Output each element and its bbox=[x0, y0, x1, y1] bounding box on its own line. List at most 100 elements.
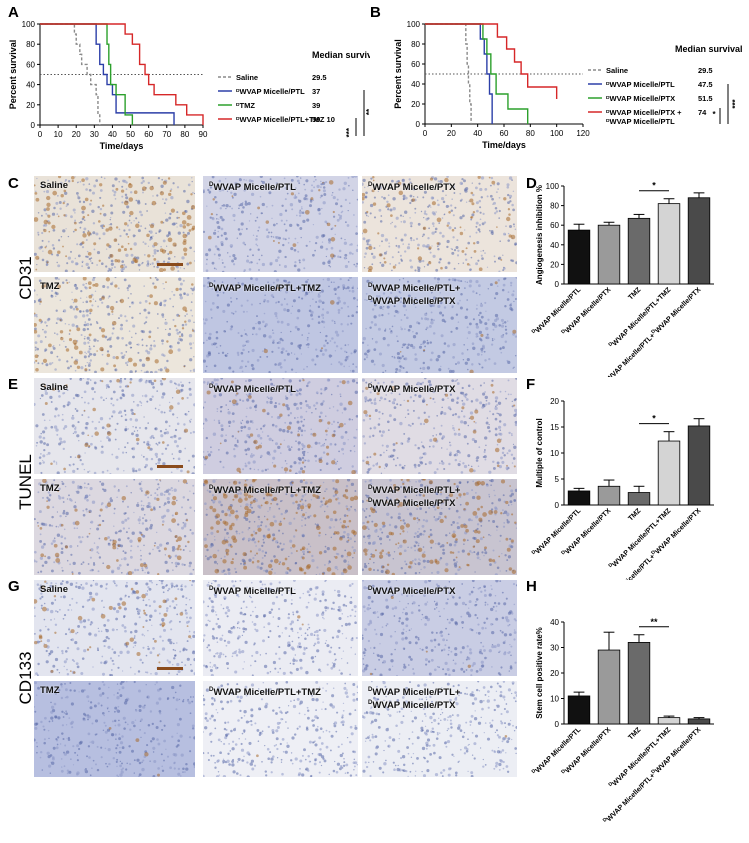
bar-5 bbox=[687, 718, 711, 725]
tissue-texture bbox=[34, 378, 195, 474]
bar-2 bbox=[597, 485, 621, 506]
survival-curve-tmz bbox=[40, 23, 134, 125]
category-label: DWVAP Micelle/PTL bbox=[530, 506, 582, 558]
micrograph-label: DWVAP Micelle/PTL+ DWVAP Micelle/PTX bbox=[368, 283, 461, 308]
x-tick-label: 80 bbox=[526, 129, 535, 138]
micrograph-c-1: Saline bbox=[34, 176, 195, 272]
tissue-texture bbox=[203, 681, 358, 777]
survival-curve-wvap-micelle-ptl bbox=[40, 23, 175, 125]
x-tick-label: 20 bbox=[447, 129, 456, 138]
y-tick-label: 60 bbox=[26, 60, 35, 69]
micrograph-g-6: DWVAP Micelle/PTL+ DWVAP Micelle/PTX bbox=[362, 681, 517, 777]
legend-label-saline: Saline bbox=[236, 73, 258, 82]
y-tick-label: 0 bbox=[416, 120, 421, 129]
x-tick-label: 50 bbox=[126, 130, 135, 139]
micrograph-label: DWVAP Micelle/PTL bbox=[209, 182, 296, 194]
y-tick-label: 0 bbox=[555, 280, 560, 289]
significance-mark: * bbox=[652, 181, 656, 191]
significance-mark: *** bbox=[345, 127, 354, 137]
y-axis-label: Percent survival bbox=[393, 39, 403, 109]
x-tick-label: 30 bbox=[90, 130, 99, 139]
micrograph-c-5: DWVAP Micelle/PTL+TMZ bbox=[203, 277, 358, 373]
significance-mark: ** bbox=[365, 108, 370, 115]
bar-5 bbox=[687, 425, 711, 506]
category-label: DWVAP Micelle/PTL bbox=[530, 725, 582, 777]
micrograph-label: Saline bbox=[40, 180, 68, 191]
y-tick-label: 100 bbox=[546, 182, 560, 191]
x-tick-label: 100 bbox=[550, 129, 564, 138]
bar-2 bbox=[597, 649, 621, 725]
legend-label-wvap-micelle-ptl: DWVAP Micelle/PTL bbox=[236, 87, 305, 96]
micrograph-e-3: DWVAP Micelle/PTX bbox=[362, 378, 517, 474]
category-label: TMZ bbox=[627, 286, 643, 302]
micrograph-g-4: TMZ bbox=[34, 681, 195, 777]
micrograph-e-2: DWVAP Micelle/PTL bbox=[203, 378, 358, 474]
bar-1 bbox=[567, 229, 591, 285]
significance-mark: ** bbox=[650, 617, 658, 627]
bar-1 bbox=[567, 695, 591, 725]
x-tick-label: 120 bbox=[576, 129, 590, 138]
x-tick-label: 60 bbox=[500, 129, 509, 138]
panel-letter-g: G bbox=[8, 578, 20, 595]
y-tick-label: 40 bbox=[550, 618, 559, 627]
y-tick-label: 100 bbox=[407, 20, 421, 29]
micrograph-label: DWVAP Micelle/PTL+ DWVAP Micelle/PTX bbox=[368, 485, 461, 510]
x-tick-label: 20 bbox=[72, 130, 81, 139]
y-tick-label: 80 bbox=[550, 202, 559, 211]
micrograph-c-2: DWVAP Micelle/PTL bbox=[203, 176, 358, 272]
y-tick-label: 40 bbox=[26, 81, 35, 90]
y-tick-label: 40 bbox=[550, 241, 559, 250]
y-tick-label: 100 bbox=[22, 20, 36, 29]
scale-bar bbox=[157, 263, 183, 266]
y-axis-label: Percent survival bbox=[8, 40, 18, 110]
micrograph-g-1: Saline bbox=[34, 580, 195, 676]
x-axis-label: Time/days bbox=[100, 141, 144, 151]
median-value: 29.5 bbox=[698, 66, 713, 75]
median-value: 51.5 bbox=[698, 94, 713, 103]
micrograph-c-4: TMZ bbox=[34, 277, 195, 373]
panel-letter-b: B bbox=[370, 4, 381, 21]
micrograph-label: Saline bbox=[40, 382, 68, 393]
tissue-texture bbox=[34, 681, 195, 777]
median-value: 39 bbox=[312, 101, 320, 110]
micrograph-label: DWVAP Micelle/PTL bbox=[209, 586, 296, 598]
significance-mark: *** bbox=[731, 98, 740, 108]
category-label: DWVAP Micelle/PTX bbox=[560, 506, 612, 558]
median-value: 37 bbox=[312, 87, 320, 96]
category-label: DWVAP Micelle/PTL+DWVAP Micelle/PTX bbox=[602, 725, 703, 826]
bar-chart-f: 0 5 10 15 20 Multiple of control DWVAP Micelle… bbox=[530, 397, 714, 580]
micrograph-label: DWVAP Micelle/PTL+TMZ bbox=[209, 687, 321, 699]
bar-3 bbox=[627, 642, 651, 725]
x-tick-label: 80 bbox=[180, 130, 189, 139]
x-tick-label: 70 bbox=[162, 130, 171, 139]
tissue-texture bbox=[34, 176, 195, 272]
x-tick-label: 10 bbox=[54, 130, 63, 139]
y-tick-label: 20 bbox=[550, 397, 559, 406]
micrograph-label: DWVAP Micelle/PTX bbox=[368, 586, 456, 598]
category-label: TMZ bbox=[627, 726, 643, 742]
median-value: 59 bbox=[312, 115, 320, 124]
y-axis-label: Angiogenesis inhibition % bbox=[535, 185, 544, 285]
y-tick-label: 10 bbox=[550, 449, 559, 458]
y-tick-label: 60 bbox=[411, 60, 420, 69]
y-tick-label: 5 bbox=[555, 475, 560, 484]
micrograph-label: Saline bbox=[40, 584, 68, 595]
bar-4 bbox=[657, 203, 681, 285]
y-tick-label: 60 bbox=[550, 221, 559, 230]
micrograph-label: TMZ bbox=[40, 483, 60, 494]
scale-bar bbox=[157, 465, 183, 468]
y-tick-label: 80 bbox=[26, 40, 35, 49]
y-tick-label: 30 bbox=[550, 644, 559, 653]
y-tick-label: 15 bbox=[550, 423, 559, 432]
x-tick-label: 0 bbox=[423, 129, 428, 138]
tissue-texture bbox=[362, 277, 517, 373]
y-tick-label: 20 bbox=[550, 669, 559, 678]
y-tick-label: 0 bbox=[555, 501, 560, 510]
tissue-texture bbox=[362, 479, 517, 575]
y-tick-label: 20 bbox=[550, 260, 559, 269]
panel-letter-a: A bbox=[8, 4, 19, 21]
micrograph-c-6: DWVAP Micelle/PTL+ DWVAP Micelle/PTX bbox=[362, 277, 517, 373]
y-tick-label: 20 bbox=[411, 100, 420, 109]
bar-1 bbox=[567, 490, 591, 506]
bar-chart-h: 0 10 20 30 40 Stem cell positive rate% DWVAP M… bbox=[530, 617, 714, 826]
